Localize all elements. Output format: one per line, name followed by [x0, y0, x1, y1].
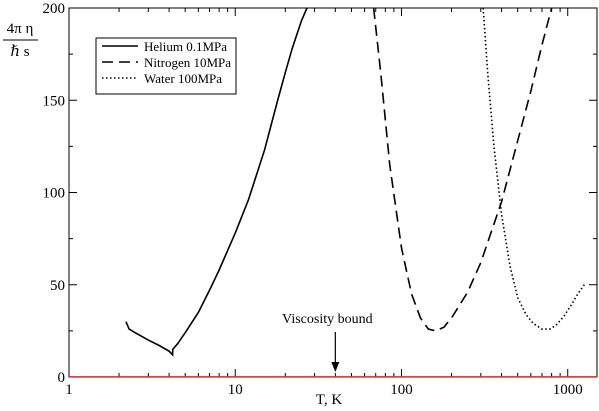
- y-axis-label-denominator: ℏ s: [10, 44, 29, 60]
- viscosity-bound-annotation: Viscosity bound: [282, 312, 373, 372]
- y-tick-label: 0: [58, 370, 66, 386]
- legend-label: Water 100MPa: [144, 71, 222, 86]
- y-tick-label: 100: [43, 186, 66, 202]
- legend-box: [95, 37, 237, 95]
- axis-ticks: [68, 7, 597, 378]
- annotation-text: Viscosity bound: [282, 312, 373, 327]
- x-axis-label: T, K: [316, 392, 343, 408]
- y-axis-label: 4π η ℏ s: [3, 21, 38, 60]
- x-tick-label: 1000: [553, 382, 583, 398]
- y-tick-label: 200: [43, 1, 66, 17]
- series-group: [125, 8, 587, 357]
- x-tick-label: 10: [228, 382, 243, 398]
- y-tick-label: 150: [43, 93, 66, 109]
- y-axis-label-numerator: 4π η: [7, 21, 34, 37]
- annotation-arrow-head: [331, 362, 340, 372]
- series-line-1: [125, 8, 308, 357]
- x-tick-label: 100: [390, 382, 413, 398]
- y-tick-label: 50: [50, 278, 65, 294]
- x-tick-label: 1: [65, 382, 73, 398]
- series-line-3: [482, 8, 587, 330]
- tick-labels: 1 10 100 1000 0 50 100 150 200: [43, 1, 583, 398]
- legend-label: Nitrogen 10MPa: [144, 55, 231, 70]
- series-line-2: [372, 8, 553, 332]
- legend-label: Helium 0.1MPa: [144, 39, 227, 54]
